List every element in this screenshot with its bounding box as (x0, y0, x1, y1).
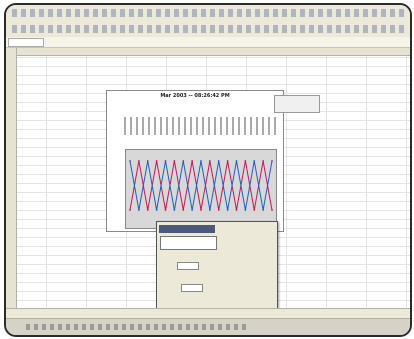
dialog-field-1[interactable] (177, 262, 199, 270)
series-2-point-7 (182, 160, 185, 162)
series-1-point-9 (200, 209, 202, 211)
series-2-point-4 (155, 209, 158, 211)
dialog-preview (160, 236, 217, 250)
series-2-point-2 (137, 209, 140, 211)
series-1-point-7 (182, 209, 185, 211)
name-box[interactable] (8, 38, 44, 47)
legend-box (274, 95, 320, 113)
series-2-point-12 (226, 209, 229, 211)
series-1-point-16 (262, 160, 265, 162)
series-2-point-9 (200, 160, 202, 162)
series-2-point-16 (262, 209, 265, 211)
column-headers[interactable] (6, 48, 410, 56)
sheet-tabs[interactable] (6, 308, 410, 319)
chart-title: Mar 2003 -- 08:26:42 PM (160, 93, 230, 99)
status-bar (6, 318, 410, 335)
series-2-point-6 (173, 209, 176, 211)
series-2-point-3 (146, 160, 149, 162)
formatting-icons[interactable] (12, 25, 404, 33)
series-2-point-11 (217, 160, 220, 162)
formatting-toolbar[interactable] (6, 21, 410, 38)
series-2-point-15 (253, 160, 256, 162)
series-2-point-1 (129, 160, 131, 162)
application-window: Mar 2003 -- 08:26:42 PM (4, 3, 412, 337)
series-2-point-5 (164, 160, 167, 162)
series-1-point-14 (244, 160, 247, 162)
series-1-point-12 (226, 160, 229, 162)
series-2-point-13 (235, 160, 238, 162)
series-1-point-8 (191, 160, 194, 162)
series-1-point-5 (164, 209, 167, 211)
spreadsheet-grid[interactable]: Mar 2003 -- 08:26:42 PM (6, 48, 410, 335)
taskbar-icons[interactable] (26, 324, 246, 330)
series-1-point-10 (208, 160, 211, 162)
plot-area (125, 149, 277, 229)
series-1-point-2 (137, 160, 140, 162)
row-headers[interactable] (6, 48, 17, 308)
series-2-point-14 (244, 209, 247, 211)
series-1-point-17 (271, 209, 273, 211)
series-1-point-3 (146, 209, 149, 211)
series-2-point-17 (271, 160, 273, 162)
series-line-1 (129, 160, 273, 211)
plot-svg (129, 160, 273, 211)
series-1-point-11 (217, 209, 220, 211)
series-1-point-4 (155, 160, 158, 162)
x-tick-labels (124, 117, 276, 135)
dialog-field-2[interactable] (181, 284, 203, 292)
menu-toolbar[interactable] (6, 5, 410, 22)
series-1-point-1 (129, 209, 131, 211)
series-line-2 (129, 160, 273, 211)
toolbar-icons[interactable] (12, 9, 404, 17)
series-2-point-10 (208, 209, 211, 211)
series-1-point-6 (173, 160, 176, 162)
series-1-point-13 (235, 209, 238, 211)
formula-bar[interactable] (6, 37, 410, 48)
series-2-point-8 (191, 209, 194, 211)
dialog-title-bar (159, 225, 215, 233)
embedded-chart[interactable]: Mar 2003 -- 08:26:42 PM (106, 90, 284, 232)
series-1-point-15 (253, 209, 256, 211)
